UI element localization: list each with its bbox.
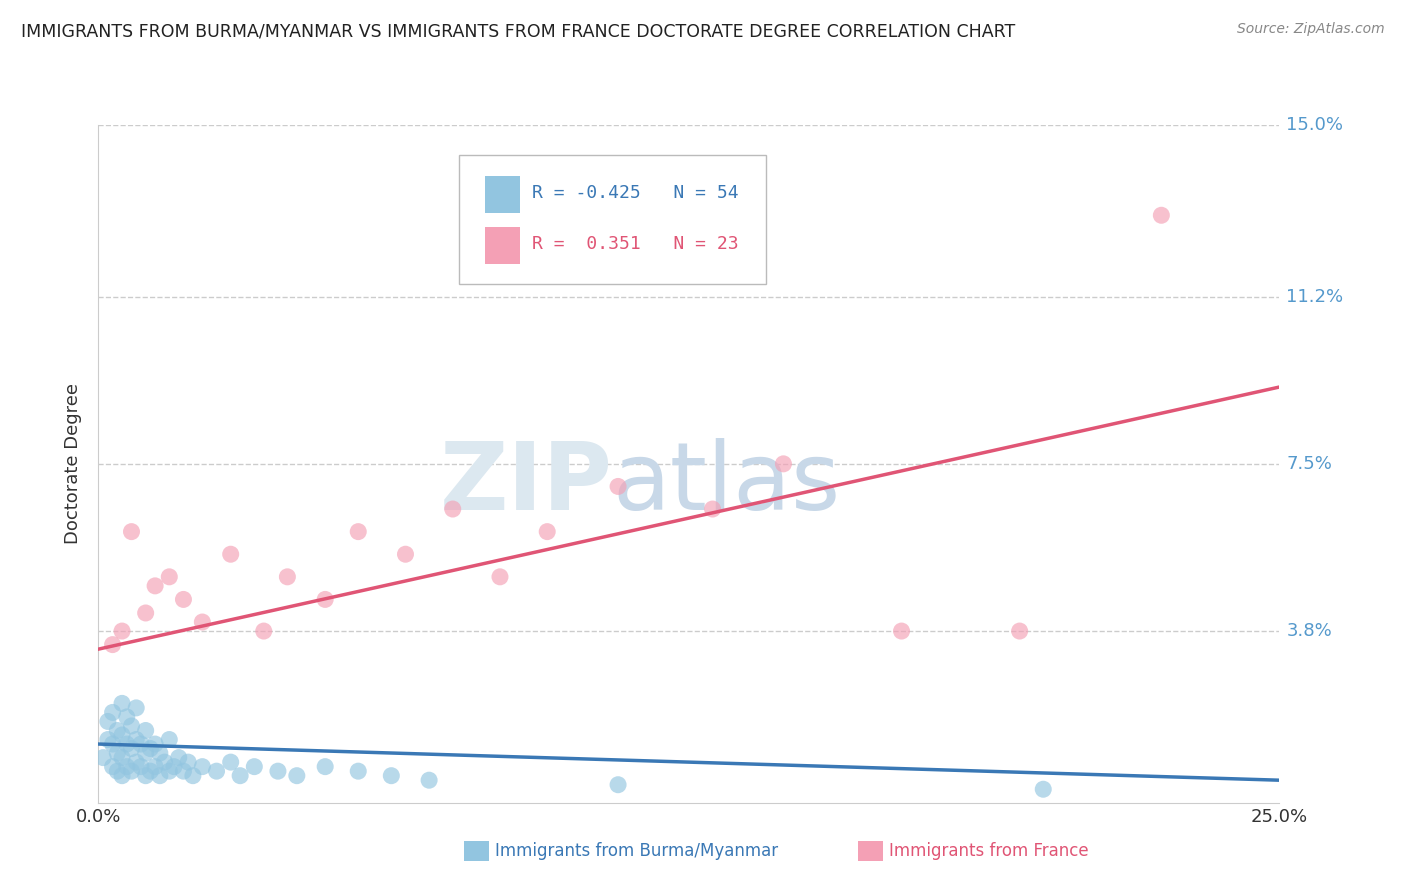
- Point: [890, 624, 912, 638]
- Point: [111, 750, 134, 764]
- Point: [229, 769, 252, 783]
- Text: 15.0%: 15.0%: [1286, 116, 1344, 134]
- Text: Source: ZipAtlas.com: Source: ZipAtlas.com: [1237, 22, 1385, 37]
- Point: [314, 759, 336, 773]
- Point: [380, 769, 402, 783]
- Point: [172, 764, 194, 779]
- Point: [101, 759, 124, 773]
- Point: [129, 737, 152, 751]
- Point: [163, 759, 186, 773]
- Point: [101, 638, 124, 652]
- Point: [314, 592, 336, 607]
- Point: [489, 570, 512, 584]
- Point: [191, 615, 214, 629]
- Point: [111, 624, 134, 638]
- Point: [253, 624, 276, 638]
- Text: atlas: atlas: [612, 438, 841, 530]
- Point: [135, 746, 157, 760]
- Y-axis label: Doctorate Degree: Doctorate Degree: [65, 384, 83, 544]
- Point: [101, 706, 124, 720]
- Point: [607, 479, 630, 493]
- Text: ZIP: ZIP: [439, 438, 612, 530]
- Point: [607, 778, 630, 792]
- Text: 3.8%: 3.8%: [1286, 622, 1333, 640]
- Point: [172, 592, 194, 607]
- Point: [111, 697, 134, 711]
- Point: [139, 741, 162, 756]
- Point: [105, 746, 128, 760]
- Point: [276, 570, 298, 584]
- Point: [167, 750, 190, 764]
- Point: [1150, 208, 1173, 222]
- Point: [115, 710, 138, 724]
- Point: [243, 759, 266, 773]
- Point: [536, 524, 558, 539]
- Point: [143, 759, 166, 773]
- Point: [219, 755, 242, 769]
- Point: [267, 764, 290, 779]
- Point: [1032, 782, 1054, 797]
- Point: [177, 755, 200, 769]
- Point: [394, 547, 416, 561]
- Point: [347, 524, 370, 539]
- Text: R = -0.425   N = 54: R = -0.425 N = 54: [531, 184, 738, 202]
- FancyBboxPatch shape: [458, 155, 766, 285]
- Point: [129, 759, 152, 773]
- Point: [153, 755, 176, 769]
- Point: [191, 759, 214, 773]
- Point: [115, 737, 138, 751]
- Point: [418, 773, 440, 788]
- Point: [157, 764, 180, 779]
- Point: [139, 764, 162, 779]
- Point: [135, 769, 157, 783]
- Point: [205, 764, 228, 779]
- Point: [121, 524, 143, 539]
- Point: [135, 606, 157, 620]
- Point: [285, 769, 308, 783]
- Point: [97, 732, 120, 747]
- Text: Immigrants from Burma/Myanmar: Immigrants from Burma/Myanmar: [495, 842, 778, 860]
- Point: [347, 764, 370, 779]
- Point: [143, 579, 166, 593]
- Point: [97, 714, 120, 729]
- Point: [115, 759, 138, 773]
- Bar: [485, 227, 520, 264]
- Bar: [485, 176, 520, 213]
- Point: [121, 764, 143, 779]
- Point: [772, 457, 794, 471]
- Point: [441, 502, 464, 516]
- Text: Immigrants from France: Immigrants from France: [889, 842, 1088, 860]
- Point: [143, 737, 166, 751]
- Point: [219, 547, 242, 561]
- Text: 11.2%: 11.2%: [1286, 287, 1344, 306]
- Text: 7.5%: 7.5%: [1286, 455, 1333, 473]
- Point: [121, 741, 143, 756]
- Point: [125, 732, 148, 747]
- Text: IMMIGRANTS FROM BURMA/MYANMAR VS IMMIGRANTS FROM FRANCE DOCTORATE DEGREE CORRELA: IMMIGRANTS FROM BURMA/MYANMAR VS IMMIGRA…: [21, 22, 1015, 40]
- Text: R =  0.351   N = 23: R = 0.351 N = 23: [531, 235, 738, 252]
- Point: [121, 719, 143, 733]
- Point: [125, 701, 148, 715]
- Point: [149, 746, 172, 760]
- Point: [101, 737, 124, 751]
- Point: [149, 769, 172, 783]
- Point: [105, 723, 128, 738]
- Point: [1008, 624, 1031, 638]
- Point: [125, 755, 148, 769]
- Point: [181, 769, 204, 783]
- Point: [157, 570, 180, 584]
- Point: [702, 502, 724, 516]
- Point: [111, 728, 134, 742]
- Point: [135, 723, 157, 738]
- Point: [111, 769, 134, 783]
- Point: [91, 750, 114, 764]
- Point: [105, 764, 128, 779]
- Point: [157, 732, 180, 747]
